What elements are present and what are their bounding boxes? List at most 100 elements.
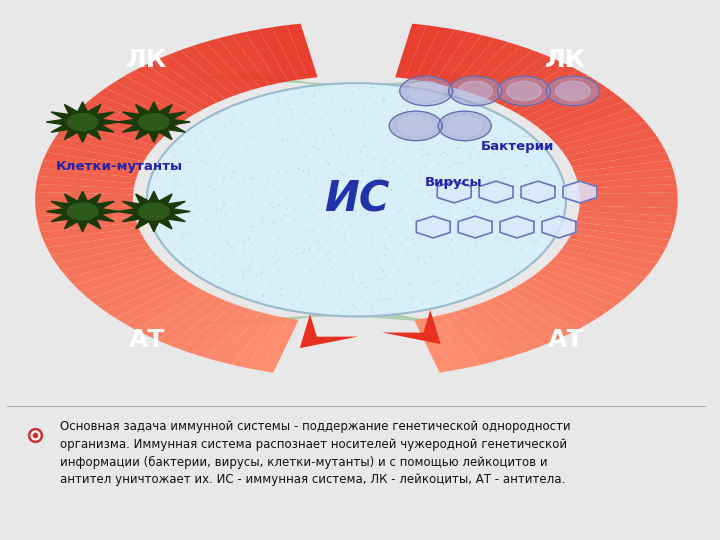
Polygon shape xyxy=(575,160,672,178)
Point xyxy=(372,179,383,187)
Point xyxy=(454,126,465,135)
Point xyxy=(193,204,204,212)
Polygon shape xyxy=(524,278,607,318)
Point xyxy=(332,176,343,184)
Polygon shape xyxy=(562,244,657,271)
Polygon shape xyxy=(580,192,678,200)
Polygon shape xyxy=(125,70,202,113)
Point xyxy=(419,221,431,230)
Point xyxy=(404,133,415,142)
Point xyxy=(400,144,412,153)
Point xyxy=(379,239,390,248)
Point xyxy=(302,172,313,181)
Point xyxy=(555,217,567,225)
Polygon shape xyxy=(106,82,189,122)
Point xyxy=(267,218,279,226)
Point xyxy=(502,163,513,172)
Point xyxy=(385,232,397,240)
Point xyxy=(395,240,406,248)
Point xyxy=(349,206,361,214)
Point xyxy=(342,299,354,308)
Point xyxy=(508,265,520,273)
Point xyxy=(382,294,393,303)
Point xyxy=(356,277,367,286)
Polygon shape xyxy=(558,122,652,151)
Point xyxy=(163,168,175,177)
Point xyxy=(274,201,285,210)
Point xyxy=(210,208,222,217)
Point xyxy=(435,198,446,206)
Point xyxy=(292,164,304,172)
Polygon shape xyxy=(415,27,454,82)
Polygon shape xyxy=(503,290,577,335)
Point xyxy=(469,237,481,246)
Point xyxy=(238,273,249,281)
Point xyxy=(301,145,312,153)
Point xyxy=(472,152,484,161)
Point xyxy=(379,310,391,319)
Point xyxy=(450,147,462,156)
Polygon shape xyxy=(447,116,482,136)
Point xyxy=(297,165,309,174)
Point xyxy=(552,187,563,195)
Point xyxy=(346,88,358,97)
Polygon shape xyxy=(115,76,195,118)
Point xyxy=(284,255,296,264)
Point xyxy=(364,215,375,224)
Point xyxy=(176,180,187,189)
Point xyxy=(334,289,346,298)
Point xyxy=(517,228,528,237)
Polygon shape xyxy=(576,217,675,232)
Polygon shape xyxy=(259,319,299,373)
Point xyxy=(337,306,348,314)
Point xyxy=(359,283,371,292)
Point xyxy=(312,143,323,152)
Polygon shape xyxy=(139,113,169,131)
Polygon shape xyxy=(546,76,600,106)
Polygon shape xyxy=(390,111,442,141)
Point xyxy=(377,265,389,273)
Point xyxy=(356,170,368,179)
Polygon shape xyxy=(219,312,270,365)
Point xyxy=(446,117,458,125)
Polygon shape xyxy=(196,76,566,324)
Polygon shape xyxy=(61,122,155,151)
Point xyxy=(210,262,221,271)
Point xyxy=(243,132,255,141)
Point xyxy=(410,106,422,115)
Point xyxy=(272,120,284,129)
Point xyxy=(360,298,372,307)
Point xyxy=(208,185,220,194)
Point xyxy=(354,84,365,93)
Point xyxy=(419,258,431,266)
Point xyxy=(221,273,233,282)
Point xyxy=(184,157,196,166)
Point xyxy=(169,195,181,204)
Point xyxy=(220,264,232,273)
Point xyxy=(287,90,299,99)
Polygon shape xyxy=(117,191,190,232)
Polygon shape xyxy=(35,200,133,208)
Point xyxy=(359,254,371,262)
Point xyxy=(462,202,474,211)
Polygon shape xyxy=(382,310,441,344)
Point xyxy=(451,124,462,132)
Point xyxy=(412,252,423,260)
Point xyxy=(141,191,153,200)
Polygon shape xyxy=(168,50,234,99)
Polygon shape xyxy=(478,301,544,350)
Point xyxy=(410,213,422,222)
Polygon shape xyxy=(231,32,279,85)
Point xyxy=(510,181,522,190)
Point xyxy=(273,266,284,274)
Point xyxy=(427,220,438,228)
Point xyxy=(286,97,297,105)
Point xyxy=(238,266,249,274)
Point xyxy=(218,120,230,129)
Point xyxy=(396,308,408,317)
Point xyxy=(371,256,382,265)
Point xyxy=(154,233,166,242)
Point xyxy=(374,180,385,188)
Polygon shape xyxy=(258,27,298,82)
Point xyxy=(475,200,487,209)
